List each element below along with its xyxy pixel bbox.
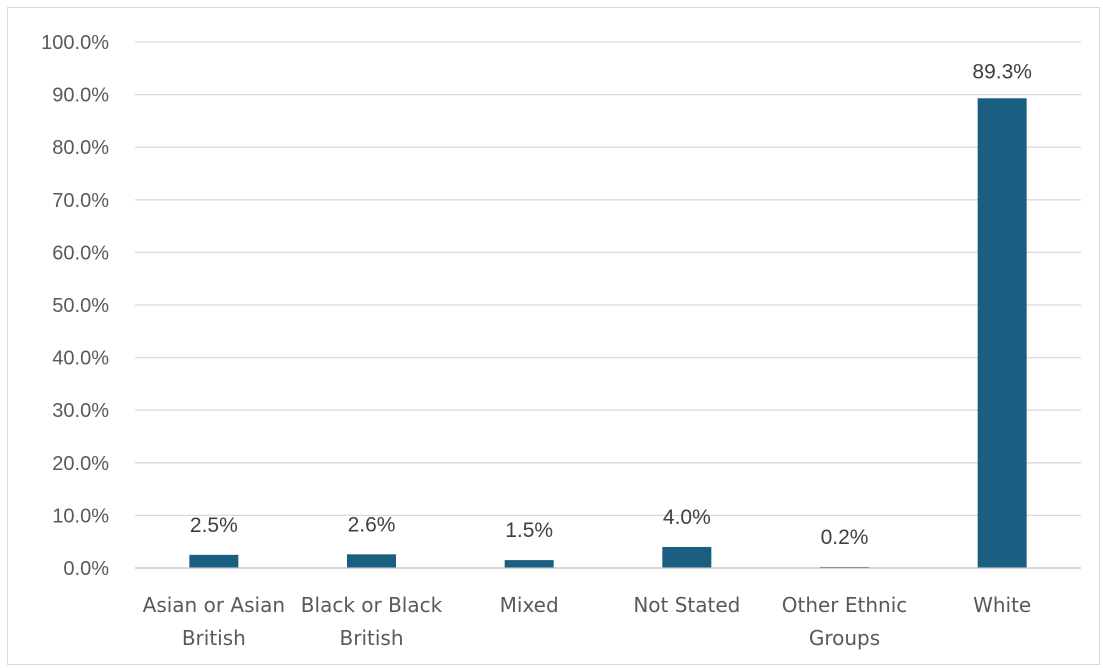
x-category-label: Mixed (500, 593, 559, 617)
x-category-label: White (973, 593, 1031, 617)
data-label: 89.3% (972, 60, 1032, 83)
y-tick-label: 70.0% (52, 190, 109, 212)
y-tick-label: 30.0% (52, 400, 109, 422)
y-tick-label: 90.0% (52, 85, 109, 107)
x-category-label: Other Ethnic Groups (782, 593, 908, 650)
y-tick-label: 40.0% (52, 348, 109, 370)
y-tick-label: 10.0% (52, 505, 109, 527)
bars (189, 98, 1026, 568)
data-label: 2.5% (190, 514, 238, 537)
y-tick-label: 50.0% (52, 295, 109, 317)
y-axis-ticks: 0.0% 10.0% 20.0% 30.0% 40.0% 50.0% 60.0% 70.0% 8… (41, 32, 109, 580)
y-tick-label: 20.0% (52, 453, 109, 475)
bar (347, 554, 396, 568)
y-tick-label: 60.0% (52, 242, 109, 264)
y-tick-label: 0.0% (63, 558, 109, 580)
data-label: 0.2% (821, 526, 869, 549)
data-label: 2.6% (348, 513, 396, 536)
x-category-label: Asian or Asian British (143, 593, 285, 650)
bar (978, 98, 1027, 568)
x-category-label: Not Stated (633, 593, 740, 617)
gridlines (135, 42, 1081, 515)
bar (662, 547, 711, 568)
data-label: 1.5% (505, 519, 553, 542)
y-tick-label: 80.0% (52, 137, 109, 159)
bar (505, 560, 554, 568)
data-label: 4.0% (663, 506, 711, 529)
y-tick-label: 100.0% (41, 32, 109, 54)
x-category-label: Black or Black British (301, 593, 443, 650)
bar (189, 555, 238, 568)
x-axis-categories: Asian or Asian British Black or Black Briti… (143, 593, 1032, 650)
